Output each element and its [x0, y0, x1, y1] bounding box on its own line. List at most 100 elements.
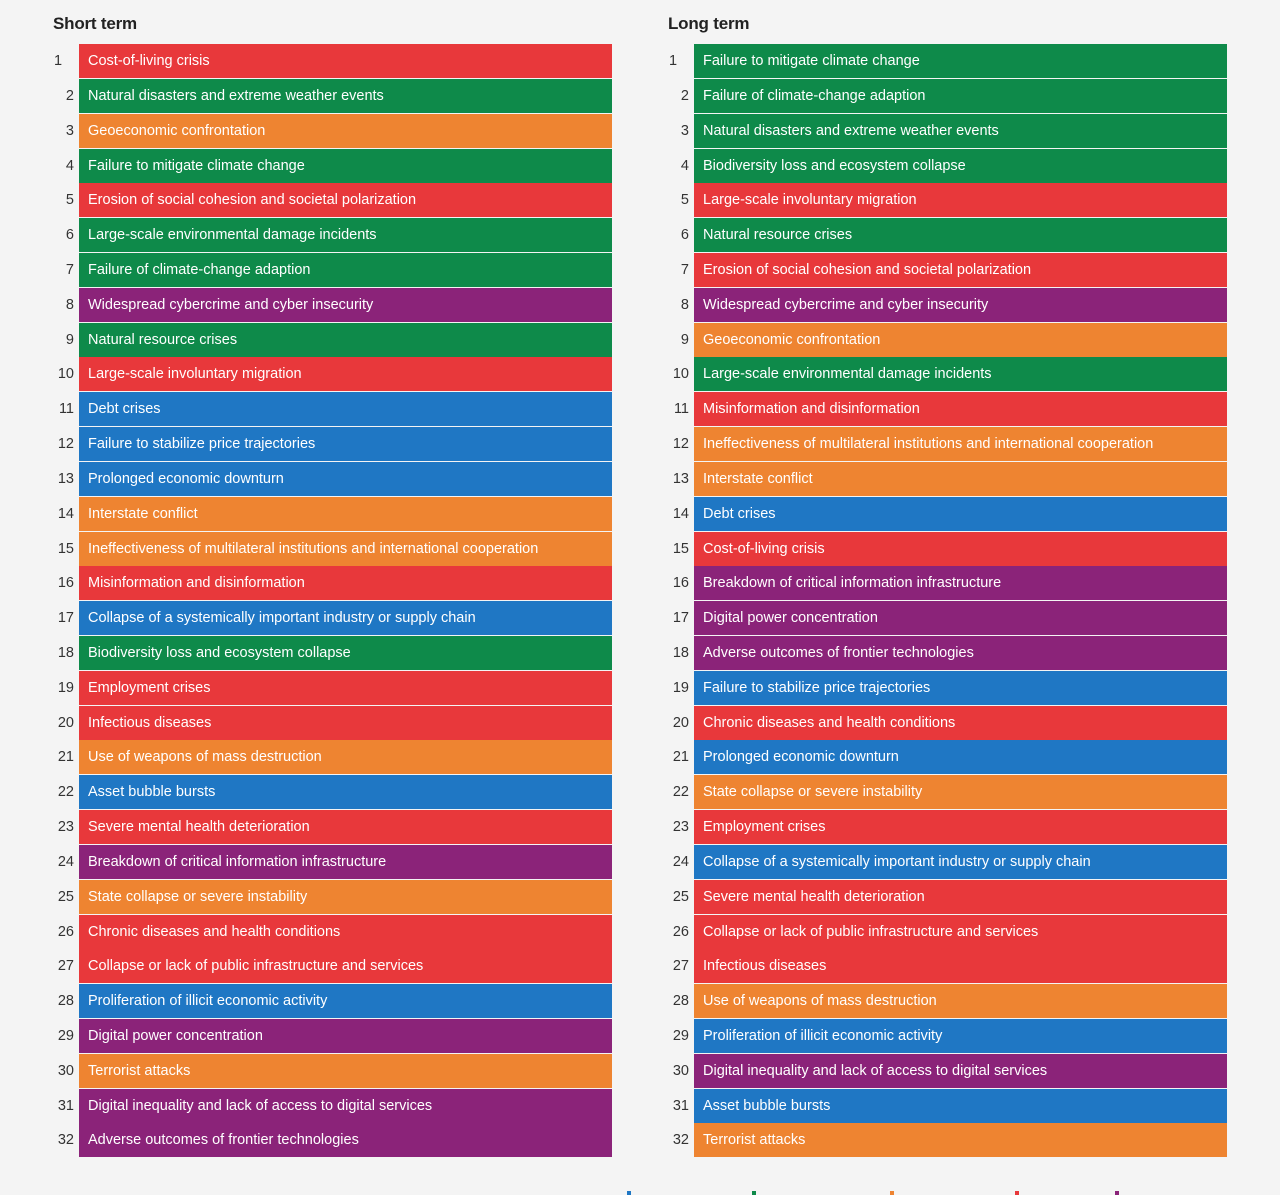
long-term-risk-row: 15 Cost-of-living crisis: [667, 531, 1227, 566]
rank-number: 24: [57, 853, 74, 870]
short-term-risk-row: 20 Infectious diseases: [52, 705, 612, 740]
rank-number: 21: [57, 749, 74, 766]
rank-number: 25: [672, 888, 689, 905]
long-term-risk-row: 8 Widespread cybercrime and cyber insecur…: [667, 287, 1227, 322]
risk-bar: Debt crises: [694, 496, 1227, 531]
risk-bar: Natural resource crises: [694, 218, 1227, 253]
rank-number: 22: [57, 784, 74, 801]
long-term-risk-row: 24 Collapse of a systemically important i…: [667, 844, 1227, 879]
rank-number: 30: [57, 1062, 74, 1079]
risk-bar: Employment crises: [79, 670, 612, 705]
risk-bar: Debt crises: [79, 392, 612, 427]
short-term-risk-row: 13 Prolonged economic downturn: [52, 461, 612, 496]
risk-bar: Widespread cybercrime and cyber insecuri…: [79, 287, 612, 322]
risk-bar: Asset bubble bursts: [79, 775, 612, 810]
short-term-risk-row: 26 Chronic diseases and health conditions: [52, 914, 612, 949]
rank-number: 8: [65, 296, 74, 313]
short-term-risk-row: 22 Asset bubble bursts: [52, 775, 612, 810]
risk-bar: Digital inequality and lack of access to…: [79, 1088, 612, 1123]
rank-number: 19: [672, 679, 689, 696]
long-term-risk-row: 32 Terrorist attacks: [667, 1123, 1227, 1158]
risk-bar: Asset bubble bursts: [694, 1088, 1227, 1123]
risk-bar: Severe mental health deterioration: [694, 879, 1227, 914]
risk-bar: Prolonged economic downturn: [694, 740, 1227, 775]
risk-bar: Natural resource crises: [79, 322, 612, 357]
short-term-risk-row: 15 Ineffectiveness of multilateral instit…: [52, 531, 612, 566]
long-term-risk-row: 29 Proliferation of illicit economic acti…: [667, 1019, 1227, 1053]
rank-number: 14: [672, 505, 689, 522]
risk-bar: Interstate conflict: [694, 461, 1227, 496]
short-term-risk-row: 31 Digital inequality and lack of access …: [52, 1088, 612, 1123]
risk-bar: Large-scale environmental damage inciden…: [694, 357, 1227, 392]
risk-bar: Severe mental health deterioration: [79, 810, 612, 844]
risk-bar: Chronic diseases and health conditions: [79, 914, 612, 949]
risk-bar: Interstate conflict: [79, 496, 612, 531]
short-term-risk-row: 14 Interstate conflict: [52, 496, 612, 531]
short-term-risk-row: 24 Breakdown of critical information infr…: [52, 844, 612, 879]
short-term-risk-row: 2 Natural disasters and extreme weather e…: [52, 78, 612, 113]
risk-bar: Failure to mitigate climate change: [694, 44, 1227, 78]
rank-number: 10: [57, 366, 74, 383]
rank-number: 30: [672, 1062, 689, 1079]
long-term-risk-row: 20 Chronic diseases and health conditions: [667, 705, 1227, 740]
long-term-risk-row: 1 Failure to mitigate climate change: [667, 44, 1227, 78]
rank-number: 32: [57, 1132, 74, 1149]
risk-bar: Failure to stabilize price trajectories: [79, 427, 612, 461]
risk-bar: Collapse of a systemically important ind…: [694, 844, 1227, 879]
rank-number: 28: [672, 993, 689, 1010]
risk-bar: Collapse of a systemically important ind…: [79, 601, 612, 636]
short-term-risk-row: 21 Use of weapons of mass destruction: [52, 740, 612, 775]
rank-number: 17: [672, 610, 689, 627]
risk-bar: Digital power concentration: [694, 601, 1227, 636]
long-term-risk-row: 21 Prolonged economic downturn: [667, 740, 1227, 775]
risk-bar: Breakdown of critical information infras…: [694, 566, 1227, 601]
rank-number: 7: [65, 261, 74, 278]
risk-bar: Biodiversity loss and ecosystem collapse: [694, 148, 1227, 183]
risk-bar: Natural disasters and extreme weather ev…: [79, 78, 612, 113]
rank-number: 3: [65, 122, 74, 139]
risk-bar: Erosion of social cohesion and societal …: [694, 252, 1227, 287]
rank-number: 29: [57, 1028, 74, 1044]
legend-swatch-societal: [1015, 1191, 1019, 1195]
risk-bar: Collapse or lack of public infrastructur…: [79, 949, 612, 984]
risk-bar: Large-scale involuntary migration: [79, 357, 612, 392]
rank-number: 18: [672, 644, 689, 661]
long-term-risk-row: 25 Severe mental health deterioration: [667, 879, 1227, 914]
risk-bar: Terrorist attacks: [694, 1123, 1227, 1158]
long-term-risk-row: 5 Large-scale involuntary migration: [667, 183, 1227, 218]
long-term-risk-row: 6 Natural resource crises: [667, 218, 1227, 253]
risk-bar: Breakdown of critical information infras…: [79, 844, 612, 879]
rank-number: 24: [672, 853, 689, 870]
rank-number: 28: [57, 993, 74, 1010]
rank-number: 7: [680, 261, 689, 278]
rank-number: 11: [673, 401, 689, 418]
short-term-risk-row: 29 Digital power concentration: [52, 1019, 612, 1053]
long-term-risk-row: 19 Failure to stabilize price trajectorie…: [667, 670, 1227, 705]
short-term-risk-row: 11 Debt crises: [52, 392, 612, 427]
rank-number: 27: [672, 958, 689, 975]
risk-bar: Ineffectiveness of multilateral institut…: [694, 427, 1227, 461]
short-term-risk-row: 18 Biodiversity loss and ecosystem collap…: [52, 635, 612, 670]
rank-number: 13: [672, 470, 689, 487]
risk-bar: Biodiversity loss and ecosystem collapse: [79, 635, 612, 670]
rank-number: 16: [672, 575, 689, 592]
short-term-risk-row: 4 Failure to mitigate climate change: [52, 148, 612, 183]
short-term-risk-row: 8 Widespread cybercrime and cyber insecur…: [52, 287, 612, 322]
long-term-risk-row: 14 Debt crises: [667, 496, 1227, 531]
long-term-risk-row: 26 Collapse or lack of public infrastruct…: [667, 914, 1227, 949]
legend-swatch-environmental: [752, 1191, 756, 1195]
long-term-risk-row: 11 Misinformation and disinformation: [667, 392, 1227, 427]
rank-number: 3: [680, 122, 689, 139]
rank-number: 16: [57, 575, 74, 592]
risk-bar: Geoeconomic confrontation: [694, 322, 1227, 357]
long-term-risk-row: 10 Large-scale environmental damage incid…: [667, 357, 1227, 392]
short-term-risk-row: 32 Adverse outcomes of frontier technolog…: [52, 1123, 612, 1158]
short-term-risk-row: 6 Large-scale environmental damage incide…: [52, 218, 612, 253]
risk-bar: Failure to stabilize price trajectories: [694, 670, 1227, 705]
rank-number: 14: [57, 505, 74, 522]
rank-number: 20: [672, 714, 689, 731]
short-term-risk-row: 9 Natural resource crises: [52, 322, 612, 357]
rank-number: 9: [680, 331, 689, 348]
long-term-risk-row: 2 Failure of climate-change adaption: [667, 78, 1227, 113]
